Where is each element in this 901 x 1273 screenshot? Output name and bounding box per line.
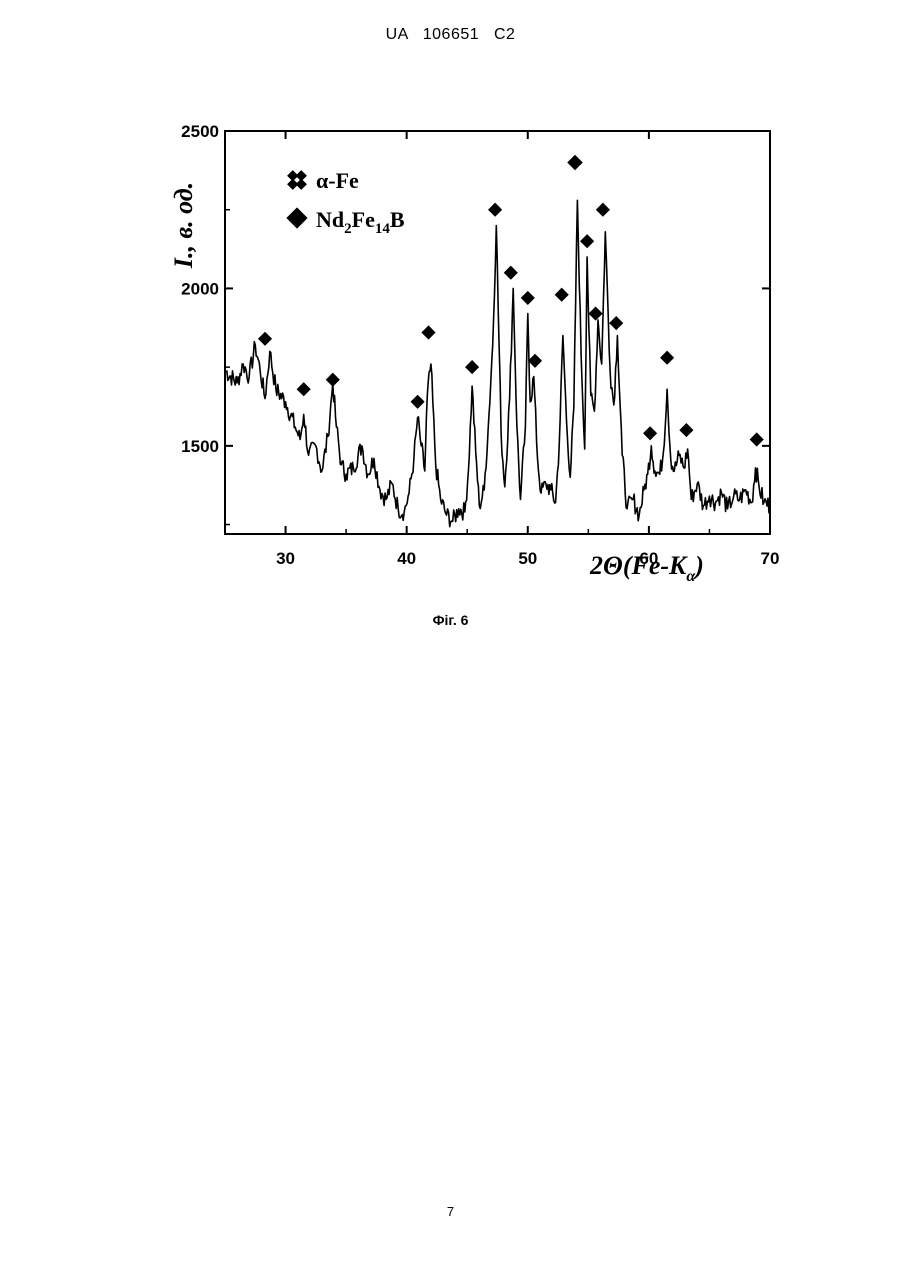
legend-fe-text: Fe xyxy=(352,207,375,232)
legend-nd2fe14b-label: Nd2Fe14B xyxy=(316,207,405,237)
nd2fe14b-diamond xyxy=(297,382,311,396)
y-axis-title: I., в. од. xyxy=(169,182,198,269)
nd2fe14b-diamond xyxy=(609,316,623,330)
nd2fe14b-peak-marker xyxy=(504,266,518,280)
nd2fe14b-peak-marker xyxy=(609,316,623,330)
nd2fe14b-peak-marker xyxy=(679,423,693,437)
nd2fe14b-peak-marker xyxy=(589,307,603,321)
nd2fe14b-peak-marker xyxy=(488,203,502,217)
nd2fe14b-diamond xyxy=(421,325,435,339)
patent-header: UA 106651 C2 xyxy=(0,26,901,44)
markers-layer xyxy=(258,155,764,447)
x-tick-label: 50 xyxy=(518,549,537,568)
nd2fe14b-peak-marker xyxy=(528,354,542,368)
nd2fe14b-peak-marker xyxy=(421,325,435,339)
nd2fe14b-peak-marker xyxy=(465,360,479,374)
y-tick-label: 1500 xyxy=(181,437,219,456)
x-axis-title-pre: 2 xyxy=(589,551,603,580)
nd2fe14b-diamond xyxy=(589,307,603,321)
nd2fe14b-diamond xyxy=(258,332,272,346)
nd2fe14b-diamond xyxy=(326,373,340,387)
legend-nd2fe14b-marker xyxy=(286,207,307,228)
tick-labels: 3040506070150020002500 xyxy=(181,122,779,568)
nd2fe14b-diamond xyxy=(465,360,479,374)
page-number: 7 xyxy=(0,1204,901,1219)
legend-sub-2: 2 xyxy=(344,221,352,237)
x-axis-title-post: ) xyxy=(693,551,704,580)
series-layer xyxy=(225,200,770,526)
alpha-fe-diamond xyxy=(567,155,583,171)
nd2fe14b-peak-marker xyxy=(596,203,610,217)
legend: α-Fe Nd2Fe14B xyxy=(286,168,404,237)
nd2fe14b-diamond xyxy=(411,395,425,409)
legend-nd-text: Nd xyxy=(316,207,344,232)
nd2fe14b-diamond xyxy=(528,354,542,368)
nd2fe14b-peak-marker xyxy=(258,332,272,346)
x-axis-title: 2Θ(Fe-Kα) xyxy=(589,551,704,585)
nd2fe14b-diamond xyxy=(660,351,674,365)
nd2fe14b-diamond xyxy=(555,288,569,302)
nd2fe14b-diamond xyxy=(488,203,502,217)
alpha-fe-peak-marker xyxy=(567,155,583,171)
figure-caption: Фіг. 6 xyxy=(0,612,901,628)
nd2fe14b-peak-marker xyxy=(521,291,535,305)
x-tick-label: 30 xyxy=(276,549,295,568)
nd2fe14b-peak-marker xyxy=(643,426,657,440)
axes xyxy=(225,131,770,534)
nd2fe14b-diamond xyxy=(580,234,594,248)
nd2fe14b-diamond xyxy=(596,203,610,217)
xrd-pattern-line xyxy=(225,200,770,526)
x-tick-label: 70 xyxy=(761,549,780,568)
nd2fe14b-diamond xyxy=(679,423,693,437)
x-axis-title-mid: (Fe-K xyxy=(623,551,688,580)
plot-frame xyxy=(225,131,770,534)
nd2fe14b-peak-marker xyxy=(411,395,425,409)
nd2fe14b-peak-marker xyxy=(297,382,311,396)
nd2fe14b-diamond xyxy=(504,266,518,280)
x-axis-title-theta: Θ xyxy=(603,551,623,580)
nd2fe14b-diamond xyxy=(750,432,764,446)
y-tick-label: 2500 xyxy=(181,122,219,141)
nd2fe14b-peak-marker xyxy=(660,351,674,365)
nd2fe14b-diamond xyxy=(521,291,535,305)
xrd-chart-svg: 3040506070150020002500 I., в. од. 2Θ(Fe-… xyxy=(150,110,790,610)
legend-alpha-fe-marker xyxy=(287,170,307,190)
y-tick-label: 2000 xyxy=(181,279,219,298)
nd2fe14b-peak-marker xyxy=(580,234,594,248)
nd2fe14b-peak-marker xyxy=(555,288,569,302)
x-tick-label: 40 xyxy=(397,549,416,568)
legend-alpha-fe-label: α-Fe xyxy=(316,168,359,193)
legend-b-text: B xyxy=(390,207,405,232)
nd2fe14b-peak-marker xyxy=(326,373,340,387)
legend-sub-14: 14 xyxy=(375,221,391,237)
nd2fe14b-peak-marker xyxy=(750,432,764,446)
xrd-chart: 3040506070150020002500 I., в. од. 2Θ(Fe-… xyxy=(150,110,790,610)
nd2fe14b-diamond xyxy=(643,426,657,440)
